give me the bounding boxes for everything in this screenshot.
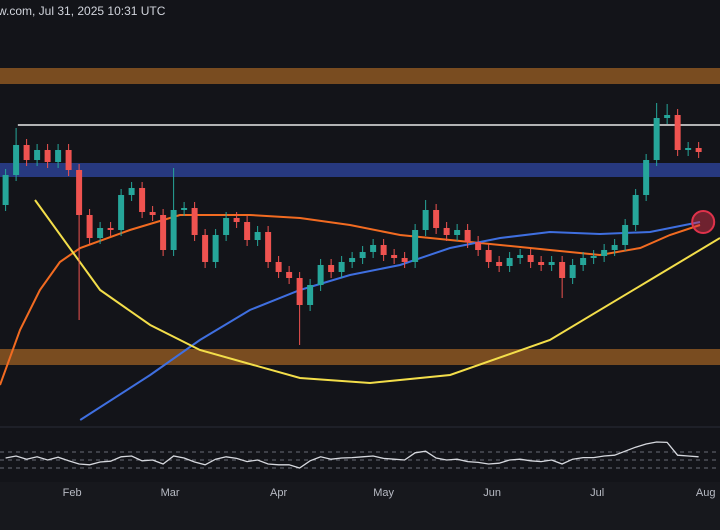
- candle-body: [181, 208, 188, 210]
- candle-body: [65, 150, 72, 170]
- candle-body: [254, 232, 261, 240]
- candle-body: [517, 255, 524, 258]
- candle-body: [380, 245, 387, 255]
- candle-body: [412, 230, 419, 262]
- candle-body: [328, 265, 335, 272]
- candle-body: [601, 250, 608, 256]
- x-tick-label: Mar: [161, 487, 180, 499]
- candle-body: [611, 245, 618, 250]
- candle-body: [139, 188, 146, 212]
- candle-body: [506, 258, 513, 266]
- candle-body: [685, 148, 692, 150]
- candle-body: [338, 262, 345, 272]
- candle-body: [391, 255, 398, 258]
- candle-body: [485, 250, 492, 262]
- candle-body: [548, 262, 555, 265]
- candle-body: [580, 258, 587, 265]
- candle-body: [2, 175, 9, 205]
- candle-body: [674, 115, 681, 150]
- candle-body: [454, 230, 461, 235]
- candle-body: [643, 160, 650, 195]
- candle-body: [265, 232, 272, 262]
- candle-body: [128, 188, 135, 195]
- time-axis-bg: [0, 482, 720, 530]
- candle-body: [275, 262, 282, 272]
- x-tick-label: Aug: [696, 487, 716, 499]
- candle-body: [76, 170, 83, 215]
- time-axis: Feb Mar Apr May Jun Jul Aug: [63, 487, 716, 499]
- candle-body: [170, 210, 177, 250]
- candle-body: [622, 225, 629, 245]
- candle-body: [223, 218, 230, 235]
- header-text: w.com, Jul 31, 2025 10:31 UTC: [0, 4, 166, 18]
- candle-body: [496, 262, 503, 266]
- candle-body: [244, 222, 251, 240]
- plot-area: [0, 68, 720, 421]
- candle-body: [538, 262, 545, 265]
- candle-body: [359, 252, 366, 258]
- candle-body: [443, 228, 450, 235]
- candle-body: [286, 272, 293, 278]
- candle-body: [475, 242, 482, 250]
- candle-body: [86, 215, 93, 238]
- candle-body: [107, 228, 114, 230]
- candle-body: [695, 148, 702, 152]
- zone: [0, 163, 720, 177]
- candle-body: [149, 212, 156, 215]
- candle-body: [233, 218, 240, 222]
- candle-body: [212, 235, 219, 262]
- candle-body: [433, 210, 440, 228]
- candle-body: [632, 195, 639, 225]
- x-tick-label: Jul: [590, 487, 604, 499]
- candle-body: [191, 208, 198, 235]
- candle-body: [307, 285, 314, 305]
- candle-body: [317, 265, 324, 285]
- x-tick-label: Feb: [63, 487, 82, 499]
- candle-body: [55, 150, 62, 162]
- candle-body: [118, 195, 125, 230]
- zone: [0, 68, 720, 84]
- candle-body: [160, 215, 167, 250]
- overlay-line: [79, 221, 701, 421]
- candle-body: [296, 278, 303, 305]
- highlight-marker: [691, 210, 716, 234]
- rsi-line: [5, 441, 699, 469]
- x-tick-label: Jun: [483, 487, 501, 499]
- candle-body: [559, 262, 566, 278]
- candle-body: [464, 230, 471, 242]
- candle-body: [370, 245, 377, 252]
- candle-body: [590, 256, 597, 258]
- candle-body: [34, 150, 41, 160]
- candle-body: [202, 235, 209, 262]
- x-tick-label: Apr: [270, 487, 287, 499]
- rsi-pane: [0, 441, 720, 469]
- candle-body: [401, 258, 408, 262]
- candle-body: [97, 228, 104, 238]
- candle-body: [569, 265, 576, 278]
- candle-body: [527, 255, 534, 262]
- x-tick-label: May: [373, 487, 394, 499]
- candle-body: [349, 258, 356, 262]
- candle-body: [653, 118, 660, 160]
- candle-body: [13, 145, 20, 175]
- candle-body: [23, 145, 30, 160]
- candle-body: [44, 150, 51, 162]
- candle-body: [422, 210, 429, 230]
- zone: [0, 349, 720, 365]
- overlay-line: [34, 199, 720, 385]
- candle-body: [664, 115, 671, 118]
